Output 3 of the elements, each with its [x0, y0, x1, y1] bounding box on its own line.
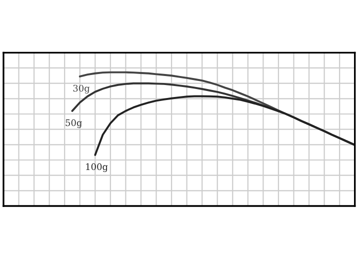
series-label: 100g	[86, 163, 108, 172]
series-label: 30g	[73, 84, 90, 94]
series-label: 50g	[66, 119, 82, 128]
